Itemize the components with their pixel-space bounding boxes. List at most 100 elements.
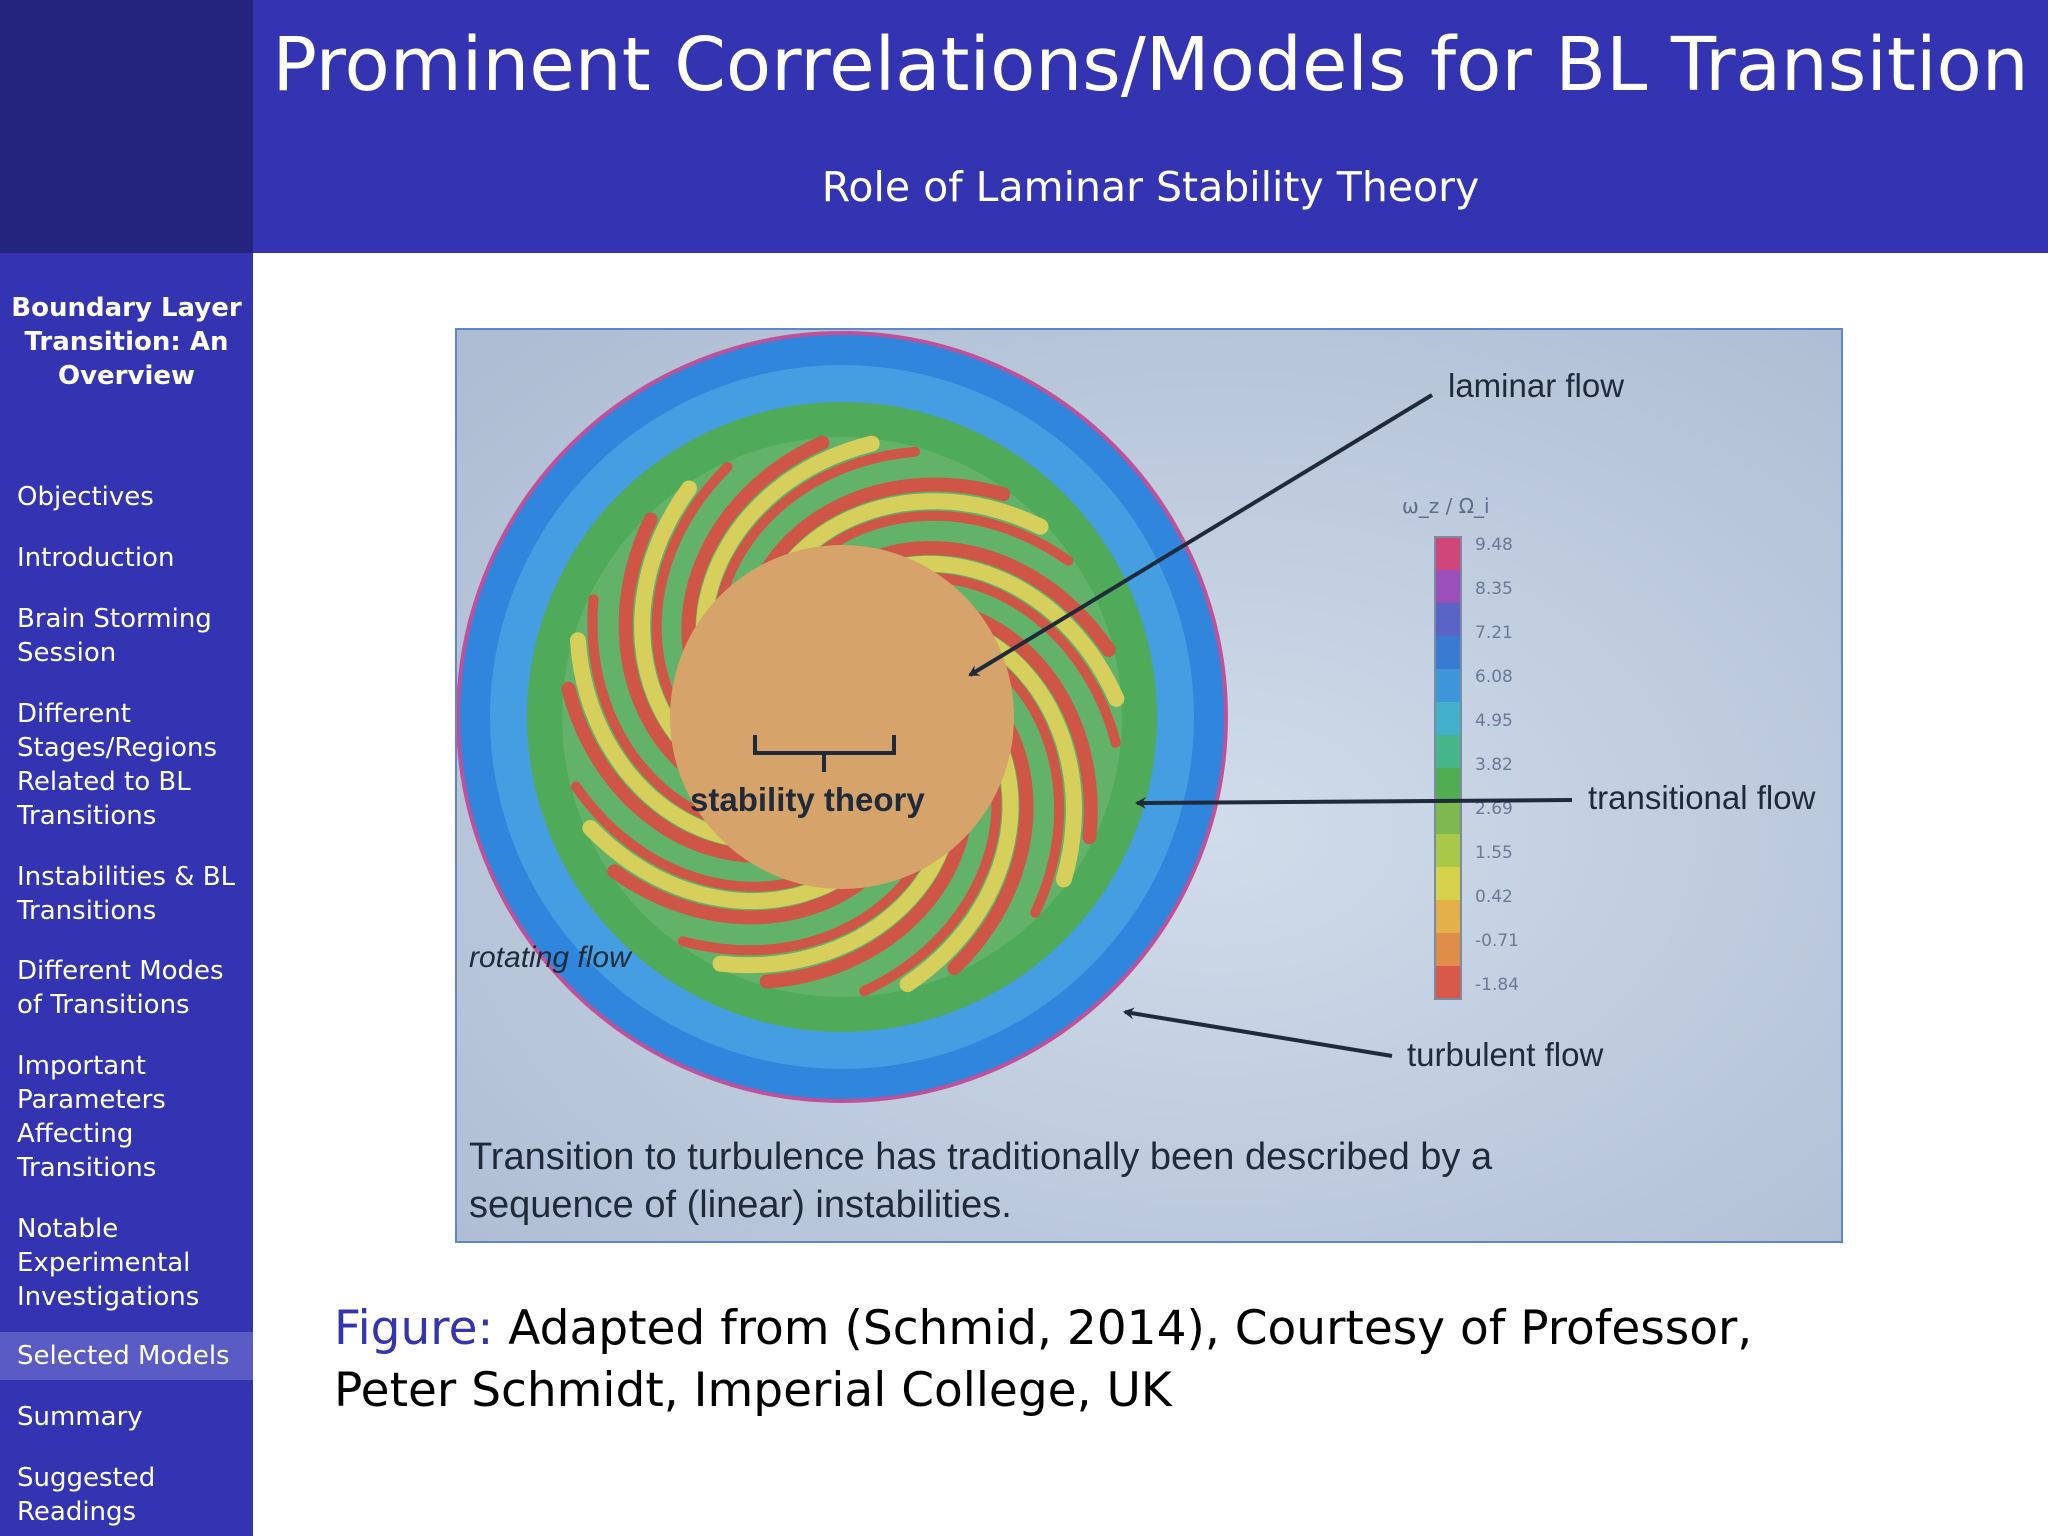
- nav-label: Suggested: [17, 1463, 156, 1493]
- spiral-arm: [780, 493, 1049, 575]
- nav-label: Experimental: [17, 1248, 191, 1278]
- nav-label: Investigations: [17, 1282, 200, 1312]
- sidebar-item-experimental[interactable]: Notable Experimental Investigations: [0, 1212, 253, 1314]
- sidebar-item-selected-models[interactable]: Selected Models: [0, 1332, 253, 1380]
- spiral-arm: [712, 832, 953, 974]
- colorbar-cell: [1435, 669, 1461, 703]
- colorbar-cell: [1435, 867, 1461, 901]
- nav-label: Affecting: [17, 1119, 134, 1149]
- spiral-arm: [569, 632, 747, 847]
- spiral-arm: [695, 435, 880, 645]
- colorbar-cell: [1435, 900, 1461, 934]
- nav-label: Instabilities & BL: [17, 862, 236, 892]
- caption-label: Figure:: [334, 1301, 494, 1356]
- nav-label: Important: [17, 1051, 146, 1081]
- colorbar-tick: 6.08: [1475, 667, 1513, 687]
- laminar-flow-label: laminar flow: [1448, 367, 1624, 404]
- spiral-arm: [957, 607, 1098, 845]
- spiral-arm: [807, 510, 1074, 566]
- colorbar-cell: [1435, 966, 1461, 1000]
- stability-theory-label: stability theory: [690, 781, 925, 818]
- sidebar-item-summary[interactable]: Summary: [0, 1400, 253, 1434]
- spiral-arm: [570, 781, 821, 892]
- spiral-arm: [759, 812, 972, 989]
- sidebar-item-stages-regions[interactable]: Different Stages/Regions Related to BL T…: [0, 697, 253, 833]
- transitional-flow-label: transitional flow: [1588, 779, 1816, 816]
- figure-caption-line: Transition to turbulence has traditional…: [469, 1136, 1493, 1178]
- disk-rim: [457, 331, 1228, 1103]
- nav-label: Transitions: [17, 896, 157, 926]
- spiral-arm: [618, 512, 699, 779]
- spiral-arm: [651, 462, 733, 724]
- presentation-title-line: Transition: An: [24, 327, 229, 357]
- colorbar-ticks: 9.48 8.35 7.21 6.08 4.95 3.82 2.69 1.55 …: [1475, 535, 1519, 995]
- sidebar-item-instabilities[interactable]: Instabilities & BL Transitions: [0, 860, 253, 928]
- spiral-arm: [755, 477, 1011, 586]
- nav-label: Selected Models: [17, 1341, 230, 1371]
- colorbar-tick: 3.82: [1475, 755, 1513, 775]
- sidebar-item-parameters[interactable]: Important Parameters Affecting Transitio…: [0, 1049, 253, 1185]
- colorbar-tick: 8.35: [1475, 579, 1513, 599]
- presentation-title-line: Overview: [57, 361, 196, 391]
- sidebar-item-suggested-readings[interactable]: Suggested Readings: [0, 1461, 253, 1529]
- spiral-arm: [862, 540, 1116, 657]
- presentation-title: Boundary Layer Transition: An Overview: [10, 291, 243, 393]
- spiral-arm: [973, 629, 1083, 888]
- nav-label: Parameters: [17, 1085, 166, 1115]
- nav-label: Session: [17, 638, 117, 668]
- sidebar: Boundary Layer Transition: An Overview O…: [0, 253, 253, 1536]
- spiral-arm: [947, 710, 1034, 975]
- caption-text: Adapted from (Schmid, 2014), Courtesy of…: [334, 1301, 1753, 1418]
- annotation-arrows: [753, 393, 1573, 1058]
- sidebar-item-modes[interactable]: Different Modes of Transitions: [0, 954, 253, 1022]
- laminar-arrow: [968, 393, 1434, 677]
- spiral-arm: [677, 849, 929, 956]
- colorbar-cells: [1434, 536, 1462, 1000]
- colorbar-border: [1434, 536, 1462, 1000]
- colorbar-cell: [1435, 636, 1461, 670]
- nav-label: Stages/Regions: [17, 733, 217, 763]
- nav-label: of Transitions: [17, 990, 190, 1020]
- colorbar-title: ω_z / Ω_i: [1402, 494, 1490, 518]
- rotating-flow-disk: [457, 331, 1228, 1103]
- colorbar-tick: 4.95: [1475, 711, 1513, 731]
- spiral-instability-arms: [561, 435, 1125, 997]
- sidebar-item-brain-storming[interactable]: Brain Storming Session: [0, 602, 253, 670]
- colorbar-tick: 1.55: [1475, 843, 1513, 863]
- colorbar-cell: [1435, 702, 1461, 736]
- figure-labels: laminar flow transitional flow turbulent…: [469, 367, 1816, 1226]
- nav-label: Transitions: [17, 1153, 157, 1183]
- nav-label: Readings: [17, 1497, 137, 1527]
- spiral-arm: [681, 435, 830, 670]
- rotating-flow-label: rotating flow: [469, 941, 633, 974]
- flow-figure: ω_z / Ω_i 9.48 8.35 7.21 6.08 4.95 3.82 …: [455, 328, 1843, 1243]
- colorbar-cell: [1435, 735, 1461, 769]
- colorbar: ω_z / Ω_i 9.48 8.35 7.21 6.08 4.95 3.82 …: [1402, 494, 1519, 1000]
- spiral-arm: [899, 737, 1019, 993]
- nav-label: Transitions: [17, 801, 157, 831]
- colorbar-cell: [1435, 603, 1461, 637]
- nav-label: Objectives: [17, 482, 154, 512]
- colorbar-cell: [1435, 933, 1461, 967]
- spiral-arm: [889, 555, 1125, 707]
- spiral-arm: [986, 655, 1065, 918]
- spiral-arm: [859, 765, 1002, 997]
- stability-brace: [753, 735, 896, 772]
- turbulent-arrow: [1123, 1007, 1393, 1058]
- colorbar-cell: [1435, 801, 1461, 835]
- sidebar-item-introduction[interactable]: Introduction: [0, 541, 253, 575]
- nav-label: Related to BL: [17, 767, 191, 797]
- sidebar-item-objectives[interactable]: Objectives: [0, 480, 253, 514]
- colorbar-cell: [1435, 834, 1461, 868]
- nav-label: Brain Storming: [17, 604, 212, 634]
- colorbar-tick: -0.71: [1475, 931, 1519, 951]
- laminar-core: [670, 545, 1014, 889]
- turbulent-flow-label: turbulent flow: [1407, 1036, 1603, 1073]
- figure-caption: Figure: Adapted from (Schmid, 2014), Cou…: [334, 1298, 1874, 1422]
- colorbar-tick: 0.42: [1475, 887, 1513, 907]
- colorbar-tick: -1.84: [1475, 975, 1519, 995]
- nav-label: Notable: [17, 1214, 119, 1244]
- nav-label: Summary: [17, 1402, 143, 1432]
- spiral-arm: [607, 864, 877, 925]
- colorbar-tick: 7.21: [1475, 623, 1513, 643]
